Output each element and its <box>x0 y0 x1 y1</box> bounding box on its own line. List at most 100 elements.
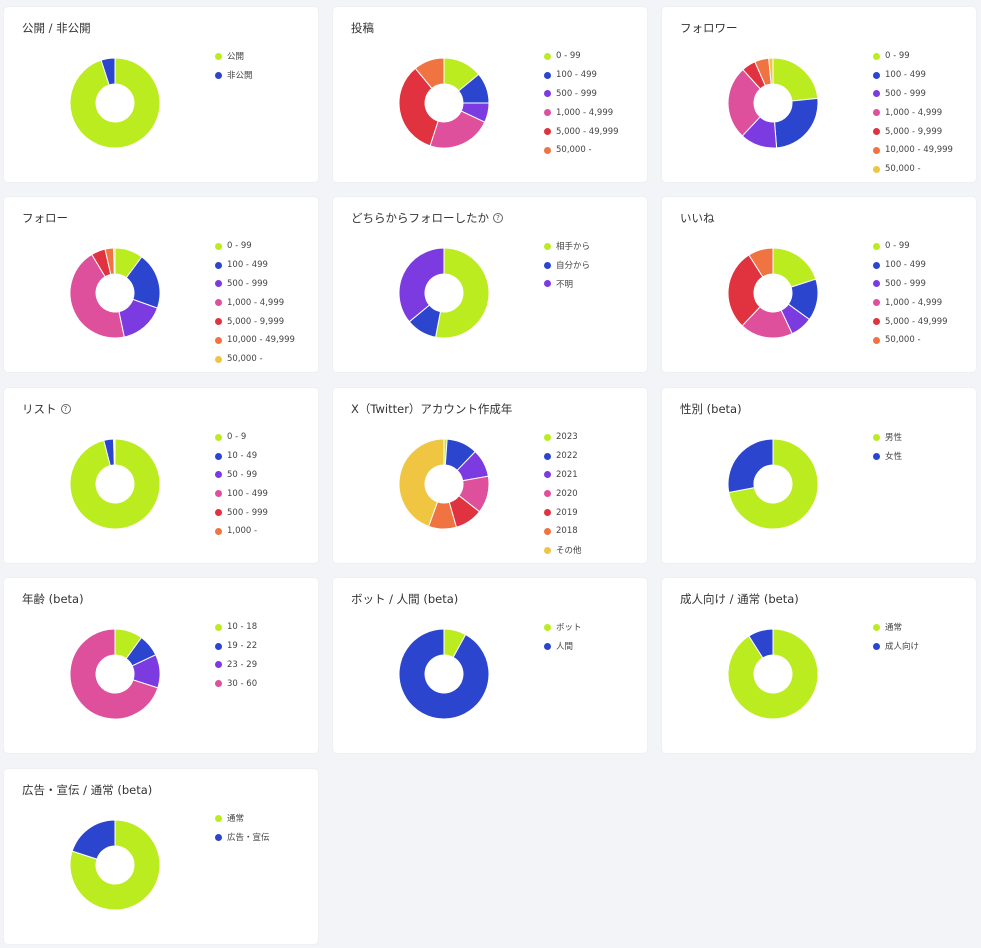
legend-item[interactable]: 5,000 - 49,999 <box>873 312 948 331</box>
legend-label: その他 <box>556 546 582 557</box>
legend-item[interactable]: 50,000 - <box>215 350 295 369</box>
donut-slice-1[interactable] <box>434 247 490 339</box>
legend-item[interactable]: 10,000 - 49,999 <box>215 331 295 350</box>
legend-label: 0 - 99 <box>556 51 581 62</box>
donut-slice-6[interactable] <box>414 57 445 90</box>
legend-item[interactable]: 10 - 18 <box>215 618 257 637</box>
donut-slice-2[interactable] <box>727 438 774 494</box>
legend-item[interactable]: 5,000 - 49,999 <box>544 122 619 141</box>
legend-item[interactable]: 50 - 99 <box>215 466 268 485</box>
legend-item[interactable]: 500 - 999 <box>215 275 295 294</box>
legend-item[interactable]: 5,000 - 9,999 <box>215 312 295 331</box>
legend-item[interactable]: 0 - 99 <box>215 237 295 256</box>
legend-item[interactable]: 10,000 - 49,999 <box>873 141 953 160</box>
chart-card-bot-human: ボット / 人間 (beta) ボット 人間 <box>333 578 647 753</box>
legend-label: 相手から <box>556 242 591 253</box>
legend-item[interactable]: 0 - 9 <box>215 428 268 447</box>
donut-slice-1[interactable] <box>69 438 161 530</box>
legend-dot-icon <box>544 280 551 288</box>
legend-item[interactable]: 0 - 99 <box>873 237 948 256</box>
legend-label: 2023 <box>556 432 578 443</box>
donut-slice-4[interactable] <box>69 253 125 339</box>
help-icon[interactable]: ? <box>60 404 71 414</box>
legend-item[interactable]: 1,000 - 4,999 <box>215 293 295 312</box>
legend-item[interactable]: ボット <box>544 618 582 637</box>
donut-slice-1[interactable] <box>772 57 819 102</box>
donut-slice-7[interactable] <box>768 57 774 85</box>
donut-slice-1[interactable] <box>69 819 161 911</box>
donut-slice-4[interactable] <box>69 628 159 720</box>
legend-item[interactable]: 1,000 - 4,999 <box>873 293 948 312</box>
donut-slice-2[interactable] <box>100 57 116 86</box>
legend-item[interactable]: 1,000 - <box>215 522 268 541</box>
legend-item[interactable]: 成人向け <box>873 637 919 656</box>
legend-item[interactable]: 500 - 999 <box>873 275 948 294</box>
legend-item[interactable]: 自分から <box>544 256 590 275</box>
donut-slice-6[interactable] <box>748 247 774 278</box>
legend-item[interactable]: 0 - 99 <box>873 47 953 66</box>
legend-item[interactable]: 1,000 - 4,999 <box>544 103 619 122</box>
legend-item[interactable]: 100 - 499 <box>873 256 948 275</box>
legend-item[interactable]: 50,000 - <box>873 331 948 350</box>
legend-item[interactable]: 公開 <box>215 47 253 66</box>
donut-slice-2[interactable] <box>71 819 116 860</box>
legend-item[interactable]: 相手から <box>544 237 590 256</box>
donut-chart <box>727 247 819 339</box>
legend-label: 5,000 - 49,999 <box>885 316 948 327</box>
donut-slice-7[interactable] <box>398 438 445 527</box>
legend-item[interactable]: 2021 <box>544 466 582 485</box>
legend-item[interactable]: 23 - 29 <box>215 656 257 675</box>
legend-item[interactable]: 30 - 60 <box>215 674 257 693</box>
donut-slice-1[interactable] <box>69 57 161 149</box>
legend-item[interactable]: 広告・宣伝 <box>215 828 270 847</box>
legend-item[interactable]: 100 - 499 <box>215 484 268 503</box>
legend-dot-icon <box>544 509 551 517</box>
donut-slice-2[interactable] <box>773 97 819 149</box>
legend-dot-icon <box>215 71 222 79</box>
chart-legend: 0 - 99 100 - 499 500 - 999 1,000 - 4,999 5,0… <box>544 47 619 160</box>
legend-item[interactable]: 非公開 <box>215 66 253 85</box>
legend-item[interactable]: 100 - 499 <box>544 66 619 85</box>
legend-item[interactable]: 0 - 99 <box>544 47 619 66</box>
legend-label: 0 - 9 <box>227 432 247 443</box>
legend-item[interactable]: 2019 <box>544 503 582 522</box>
chart-title: フォロワー <box>680 20 738 36</box>
donut-slice-5[interactable] <box>727 254 764 327</box>
legend-item[interactable]: 1,000 - 4,999 <box>873 103 953 122</box>
legend-label: 公開 <box>227 52 245 63</box>
donut-slice-7[interactable] <box>113 247 116 275</box>
legend-item[interactable]: 500 - 999 <box>215 503 268 522</box>
legend-item[interactable]: 女性 <box>873 447 902 466</box>
legend-item[interactable]: 男性 <box>873 428 902 447</box>
donut-slice-1[interactable] <box>727 628 819 720</box>
legend-item[interactable]: その他 <box>544 541 582 560</box>
donut-slice-1[interactable] <box>728 438 819 530</box>
donut-slice-2[interactable] <box>398 628 490 720</box>
legend-item[interactable]: 人間 <box>544 637 582 656</box>
donut-slice-5[interactable] <box>398 67 439 147</box>
legend-item[interactable]: 2018 <box>544 522 582 541</box>
donut-slice-3[interactable] <box>398 247 445 323</box>
legend-item[interactable]: 500 - 999 <box>544 85 619 104</box>
legend-item[interactable]: 10 - 49 <box>215 447 268 466</box>
legend-item[interactable]: 100 - 499 <box>215 256 295 275</box>
legend-item[interactable]: 5,000 - 9,999 <box>873 122 953 141</box>
legend-item[interactable]: 100 - 499 <box>873 66 953 85</box>
legend-item[interactable]: 2020 <box>544 484 582 503</box>
help-icon[interactable]: ? <box>493 213 503 223</box>
donut-slice-4[interactable] <box>727 68 761 137</box>
legend-item[interactable]: 50,000 - <box>873 160 953 179</box>
legend-item[interactable]: 2023 <box>544 428 582 447</box>
legend-dot-icon <box>215 471 222 479</box>
legend-item[interactable]: 通常 <box>873 618 919 637</box>
donut-slice-2[interactable] <box>748 628 774 659</box>
donut-chart <box>69 438 161 530</box>
legend-item[interactable]: 19 - 22 <box>215 637 257 656</box>
legend-item[interactable]: 不明 <box>544 275 590 294</box>
legend-item[interactable]: 通常 <box>215 809 270 828</box>
legend-item[interactable]: 500 - 999 <box>873 85 953 104</box>
legend-dot-icon <box>873 623 880 631</box>
legend-label: 1,000 - 4,999 <box>556 107 614 118</box>
legend-item[interactable]: 2022 <box>544 447 582 466</box>
legend-item[interactable]: 50,000 - <box>544 141 619 160</box>
